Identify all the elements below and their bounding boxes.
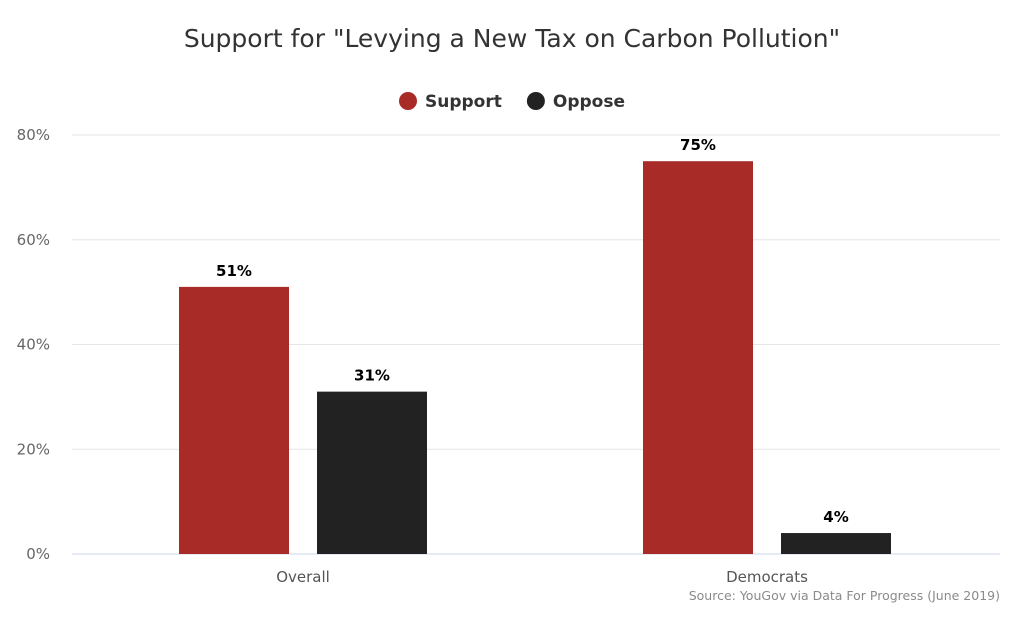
bar-oppose-democrats (781, 533, 891, 554)
data-label-oppose-overall: 31% (354, 367, 390, 385)
bar-support-overall (179, 286, 289, 554)
legend-marker-icon (526, 92, 545, 110)
bar-support-democrats (643, 161, 753, 554)
data-label-oppose-democrats: 4% (823, 508, 848, 526)
source-credit: Source: YouGov via Data For Progress (Ju… (689, 588, 1000, 603)
y-axis: 0% 20% 40% 60% 80% (17, 126, 50, 563)
legend: Support Oppose (399, 92, 625, 112)
y-tick-label: 0% (26, 545, 50, 563)
legend-label: Support (425, 92, 502, 112)
y-tick-label: 20% (17, 440, 50, 458)
x-tick-label: Overall (276, 568, 330, 586)
data-labels: 51% 31% 75% 4% (216, 136, 849, 526)
data-label-support-democrats: 75% (680, 136, 716, 154)
bars (179, 161, 891, 554)
legend-label: Oppose (553, 92, 625, 112)
data-label-support-overall: 51% (216, 262, 252, 280)
bar-oppose-overall (317, 391, 427, 554)
x-tick-label: Democrats (726, 568, 808, 586)
y-tick-label: 60% (17, 231, 50, 249)
legend-item-support[interactable]: Support (399, 92, 502, 112)
legend-item-oppose[interactable]: Oppose (526, 92, 625, 112)
y-tick-label: 40% (17, 336, 50, 354)
x-axis: Overall Democrats (276, 568, 808, 586)
legend-marker-icon (399, 92, 417, 110)
chart-title: Support for "Levying a New Tax on Carbon… (184, 24, 840, 53)
y-tick-label: 80% (17, 126, 50, 144)
